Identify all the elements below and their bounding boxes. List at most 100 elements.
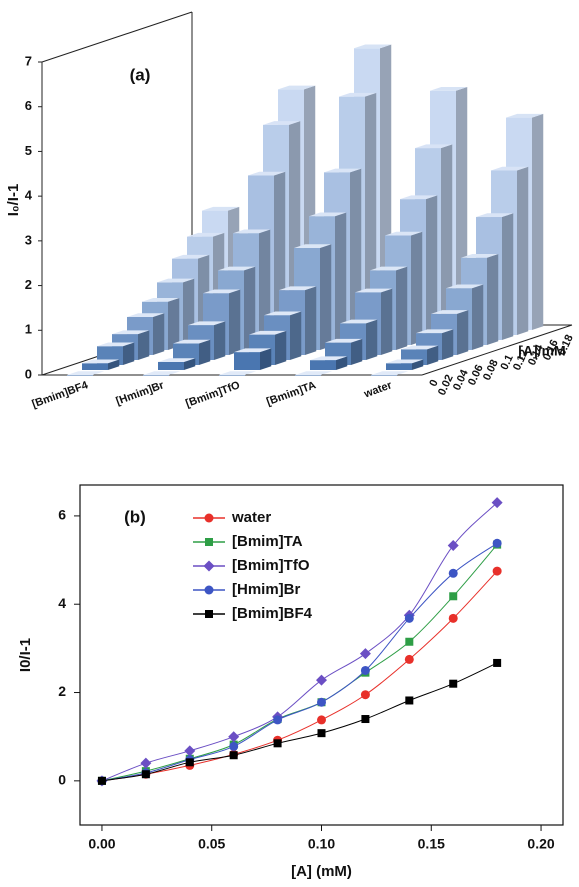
z-tick-label: 5 — [25, 143, 32, 158]
depth-tick-label: 0.08 — [481, 358, 501, 382]
bar-top — [431, 310, 469, 314]
bar-top — [415, 144, 453, 149]
x-tick-label: 0.05 — [198, 836, 225, 852]
legend-marker — [204, 513, 214, 523]
bar-front — [82, 363, 108, 370]
bar — [295, 371, 333, 376]
bar-front — [234, 352, 260, 370]
bar-top — [219, 371, 257, 375]
bar-top — [143, 371, 181, 375]
bar — [234, 348, 272, 370]
bar-front — [310, 360, 336, 370]
legend-marker — [204, 585, 214, 595]
bar-side — [214, 321, 226, 360]
panel-b-frame — [79, 484, 564, 826]
marker — [447, 539, 459, 551]
bar-side — [229, 289, 241, 355]
bar-top — [188, 321, 226, 326]
marker — [405, 696, 414, 705]
bar-side — [305, 286, 317, 355]
marker — [492, 566, 502, 576]
bar-side — [532, 113, 544, 330]
marker — [404, 613, 414, 623]
bar-side — [351, 338, 363, 365]
marker — [493, 658, 502, 667]
y-axis-label: I0/I-1 — [17, 638, 34, 672]
x-axis-label: [A] (mM) — [291, 863, 352, 880]
marker — [229, 751, 238, 760]
z-tick-label: 1 — [25, 322, 32, 337]
bar-side — [108, 359, 120, 370]
bar-top — [234, 348, 272, 353]
legend-marker — [205, 610, 213, 618]
bar-top — [339, 92, 377, 97]
bar-top — [295, 371, 333, 375]
bar-top — [202, 206, 240, 211]
bar-top — [172, 254, 210, 259]
z-tick-label: 4 — [25, 188, 33, 203]
bar-side — [412, 359, 424, 370]
bar-top — [294, 244, 332, 249]
y-axis-label: I₀/I-1 — [5, 184, 22, 217]
bar-top — [370, 266, 408, 271]
x-tick-label: 0.20 — [527, 836, 554, 852]
bar-front — [371, 375, 397, 376]
marker — [449, 592, 458, 601]
marker — [361, 715, 370, 724]
bar-top — [263, 121, 301, 125]
series-line — [101, 502, 498, 782]
bar-top — [157, 278, 195, 283]
bar-top — [67, 371, 105, 375]
bar — [82, 359, 120, 370]
bar-side — [487, 254, 499, 345]
bar-side — [275, 330, 287, 365]
y-tick-label: 2 — [58, 683, 66, 699]
z-tick-label: 2 — [25, 277, 32, 292]
legend-label: [Bmim]TfO — [232, 557, 310, 574]
depth-tick-label: 0.1 — [499, 353, 516, 372]
bar-side — [427, 345, 439, 365]
bar-side — [366, 319, 378, 360]
y-tick-label: 6 — [58, 507, 66, 523]
bar-side — [336, 356, 348, 370]
legend-label: [Hmim]Br — [232, 581, 300, 598]
bar-top — [278, 85, 316, 90]
bar-side — [335, 212, 347, 345]
bar — [158, 358, 196, 370]
x-tick-label: 0.15 — [418, 836, 445, 852]
bar-side — [199, 339, 211, 365]
legend-marker — [203, 560, 215, 572]
bar-side — [502, 213, 514, 340]
bar-top — [325, 338, 363, 343]
series-line — [101, 570, 498, 782]
bar-front — [158, 361, 184, 370]
bar-top — [187, 232, 225, 237]
bar-side — [168, 297, 180, 350]
bar-side — [426, 195, 438, 340]
marker — [360, 665, 370, 675]
marker — [97, 776, 106, 785]
bar-top — [430, 87, 468, 91]
bar-top — [324, 168, 362, 173]
bar-side — [320, 244, 332, 350]
marker — [359, 648, 371, 660]
bar-top — [309, 212, 347, 217]
bar-top — [97, 342, 135, 347]
bar-front — [295, 375, 321, 376]
bar — [310, 356, 348, 370]
y-tick-label: 0 — [58, 772, 66, 788]
bar-top — [401, 345, 439, 350]
bar-top — [279, 286, 317, 291]
bar-side — [184, 358, 196, 370]
bar-top — [355, 288, 393, 293]
bar-top — [203, 289, 241, 294]
bar-top — [127, 313, 165, 317]
bar-side — [472, 284, 484, 350]
bar-top — [416, 329, 454, 334]
bar-side — [517, 166, 529, 335]
bar-top — [173, 339, 211, 344]
bar-top — [112, 330, 150, 335]
bar-top — [386, 359, 424, 364]
marker — [405, 637, 414, 646]
